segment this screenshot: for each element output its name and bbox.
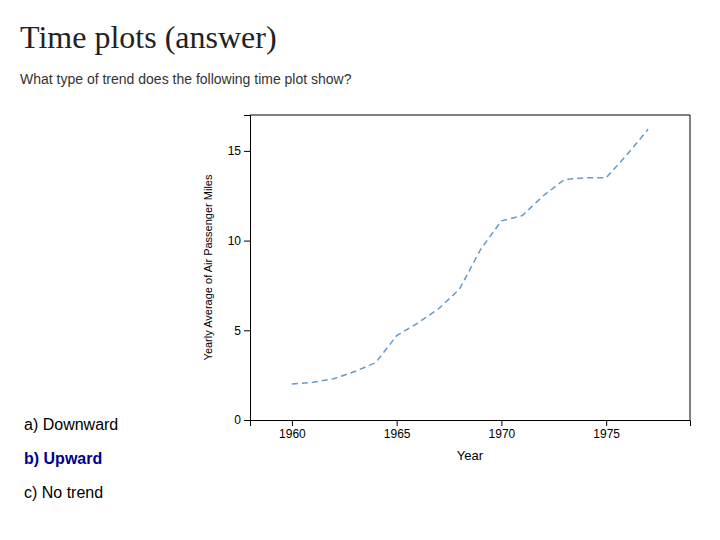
x-tick-label: 1975 <box>593 427 620 441</box>
y-tick-mark <box>244 241 250 242</box>
y-axis-title: Yearly Average of Air Passenger Miles <box>202 174 214 360</box>
frame-top <box>250 115 690 116</box>
y-tick: 15 <box>228 144 250 158</box>
answer: b) Upward <box>24 450 102 467</box>
plot: 1960 1965 1970 1975 0 5 10 15 Year Yearly Average… <box>202 115 691 463</box>
x-tick: 1960 <box>279 420 306 441</box>
y-tick-label: 5 <box>234 324 241 338</box>
x-tick-label: 1970 <box>489 427 516 441</box>
answer: a) Downward <box>24 416 118 433</box>
y-tick-label: 15 <box>228 144 242 158</box>
x-tick-mark <box>292 420 293 426</box>
line <box>292 129 648 384</box>
chart: Time plots (answer) What type of trend do… <box>0 0 720 540</box>
marks <box>292 129 648 384</box>
x-tick-mark <box>501 420 502 426</box>
x-tick: 1965 <box>384 420 411 441</box>
y-tick: 5 <box>234 324 250 338</box>
y-tick-mark <box>244 330 250 331</box>
x-axis-line <box>251 421 691 427</box>
x-tick-mark <box>397 420 398 426</box>
title: Time plots (answer) <box>20 19 277 55</box>
y-tick-label: 10 <box>228 234 242 248</box>
x-tick: 1970 <box>489 420 516 441</box>
frame-right <box>690 115 691 420</box>
y-tick: 10 <box>228 234 250 248</box>
subtitle: What type of trend does the following ti… <box>20 71 352 87</box>
x-tick: 1975 <box>593 420 620 441</box>
x-tick-label: 1960 <box>279 427 306 441</box>
y-tick-mark <box>244 420 250 421</box>
x-axis-title: Year <box>457 448 484 463</box>
y-tick-mark <box>244 151 250 152</box>
x-tick-mark <box>606 420 607 426</box>
y-axis: 0 5 10 15 <box>228 116 251 428</box>
answer: c) No trend <box>24 484 103 501</box>
y-tick-label: 0 <box>234 413 241 427</box>
answers: a) Downward b) Upward c) No trend <box>24 416 118 501</box>
x-axis: 1960 1965 1970 1975 <box>251 420 691 441</box>
y-tick: 0 <box>234 413 250 427</box>
x-tick-label: 1965 <box>384 427 411 441</box>
y-axis-line <box>244 116 251 421</box>
